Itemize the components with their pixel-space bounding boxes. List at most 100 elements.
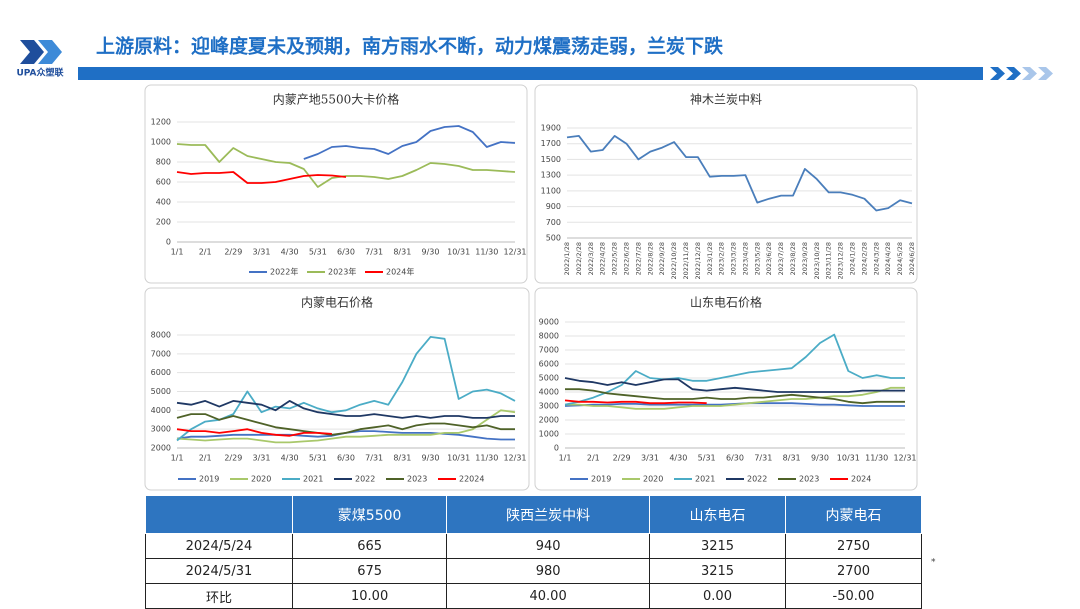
x-tick-label: 2022/7/28 — [634, 242, 642, 275]
y-tick-label: 3000 — [151, 425, 171, 434]
x-tick-label: 12/31 — [893, 454, 916, 463]
x-tick-label: 2024/5/28 — [896, 242, 904, 275]
series-line — [565, 388, 905, 405]
y-tick-label: 1100 — [541, 186, 561, 195]
x-tick-label: 2024/6/28 — [908, 242, 916, 275]
x-tick-label: 1/1 — [171, 454, 184, 463]
table-cell: 3215 — [649, 558, 786, 584]
legend-label: 2019 — [591, 475, 611, 484]
series-line — [176, 336, 516, 442]
logo-text: UPA众塑联 — [16, 67, 64, 79]
y-tick-label: 7000 — [539, 346, 559, 355]
y-tick-label: 3000 — [539, 402, 559, 411]
y-tick-label: 600 — [156, 178, 171, 187]
series-line — [176, 413, 515, 436]
chevrons-light — [1022, 67, 1053, 80]
x-tick-label: 4/30 — [281, 454, 299, 463]
table-cell: 2024/5/31 — [145, 558, 293, 584]
x-tick-label: 2023/6/28 — [765, 242, 773, 275]
x-tick-label: 4/30 — [669, 454, 687, 463]
y-tick-label: 1000 — [151, 138, 171, 147]
chart-title: 内蒙电石价格 — [301, 295, 373, 310]
legend-label: 2024 — [851, 475, 871, 484]
table-cell: 980 — [446, 558, 650, 584]
y-tick-label: 200 — [156, 218, 171, 227]
x-tick-label: 2/1 — [199, 248, 212, 257]
x-tick-label: 4/30 — [281, 248, 299, 257]
x-tick-label: 2022/2/28 — [575, 242, 583, 275]
x-tick-label: 2/29 — [224, 454, 242, 463]
x-tick-label: 12/31 — [503, 248, 526, 257]
legend-label: 2023年 — [328, 267, 356, 277]
note: * — [931, 558, 936, 568]
y-tick-label: 4000 — [539, 388, 559, 397]
table-cell: 0.00 — [649, 583, 786, 609]
x-tick-label: 10/31 — [447, 454, 470, 463]
x-tick-label: 11/30 — [865, 454, 888, 463]
x-tick-label: 9/30 — [811, 454, 829, 463]
table-row: 环比 10.00 40.00 0.00 -50.00 — [145, 583, 923, 609]
y-tick-label: 5000 — [539, 374, 559, 383]
legend-label: 2021 — [303, 475, 323, 484]
y-tick-label: 8000 — [539, 332, 559, 341]
chart-title: 内蒙产地5500大卡价格 — [273, 92, 400, 107]
x-tick-label: 2022/4/28 — [599, 242, 607, 275]
x-tick-label: 2/1 — [199, 454, 212, 463]
table-cell: 2700 — [784, 558, 923, 584]
series-line — [566, 135, 913, 212]
legend-label: 2024年 — [386, 267, 414, 277]
y-tick-label: 1300 — [541, 171, 561, 180]
y-tick-label: 5000 — [151, 387, 171, 396]
x-tick-label: 2024/3/28 — [872, 242, 880, 275]
x-tick-label: 10/31 — [447, 248, 470, 257]
y-tick-label: 6000 — [539, 360, 559, 369]
header-cell: 陕西兰炭中料 — [446, 495, 650, 534]
chart-title: 神木兰炭中料 — [690, 92, 762, 107]
legend-label: 2019 — [199, 475, 219, 484]
legend-label: 2022 — [355, 475, 375, 484]
series-line — [176, 171, 347, 184]
y-tick-label: 2000 — [539, 416, 559, 425]
x-tick-label: 5/31 — [309, 248, 327, 257]
series-line — [564, 377, 905, 393]
y-tick-label: 400 — [156, 198, 171, 207]
table-header: 蒙煤5500 陕西兰炭中料 山东电石 内蒙电石 — [145, 495, 923, 534]
x-tick-label: 11/30 — [475, 248, 498, 257]
x-tick-label: 3/31 — [253, 248, 271, 257]
x-tick-label: 2024/4/28 — [884, 242, 892, 275]
y-tick-label: 4000 — [151, 406, 171, 415]
x-tick-label: 2022/6/28 — [622, 242, 630, 275]
x-tick-label: 2022/11/28 — [682, 242, 690, 279]
table-cell: 665 — [291, 533, 448, 559]
series-line — [176, 143, 516, 188]
table-row: 2024/5/24 665 940 3215 2750 — [145, 533, 923, 559]
series-line — [176, 409, 516, 444]
x-tick-label: 9/30 — [422, 248, 440, 257]
table-cell: 2750 — [784, 533, 923, 559]
x-tick-label: 2023/4/28 — [741, 242, 749, 275]
x-tick-label: 2022/3/28 — [587, 242, 595, 275]
x-tick-label: 2022/9/28 — [658, 242, 666, 275]
summary-table: 蒙煤5500 陕西兰炭中料 山东电石 内蒙电石 2024/5/24 665 940 3… — [145, 495, 923, 609]
y-tick-label: 1900 — [541, 124, 561, 133]
y-tick-label: 1000 — [539, 430, 559, 439]
table-cell: 40.00 — [446, 583, 650, 609]
x-tick-label: 5/31 — [698, 454, 716, 463]
legend-label: 2022年 — [270, 267, 298, 277]
x-tick-label: 6/30 — [726, 454, 744, 463]
x-tick-label: 1/1 — [559, 454, 572, 463]
series-line — [564, 399, 707, 405]
y-tick-label: 900 — [546, 202, 561, 211]
y-tick-label: 9000 — [539, 318, 559, 327]
header-cell: 蒙煤5500 — [291, 495, 448, 534]
table-cell: 675 — [291, 558, 448, 584]
slide-title: 上游原料：迎峰度夏未及预期，南方雨水不断，动力煤震荡走弱，兰炭下跌 — [96, 35, 724, 58]
x-tick-label: 3/31 — [253, 454, 271, 463]
x-tick-label: 2022/8/28 — [646, 242, 654, 275]
x-tick-label: 2023/1/28 — [706, 242, 714, 275]
table-cell: -50.00 — [784, 583, 923, 609]
y-tick-label: 0 — [554, 444, 559, 453]
table-cell: 10.00 — [291, 583, 448, 609]
y-tick-label: 8000 — [151, 331, 171, 340]
